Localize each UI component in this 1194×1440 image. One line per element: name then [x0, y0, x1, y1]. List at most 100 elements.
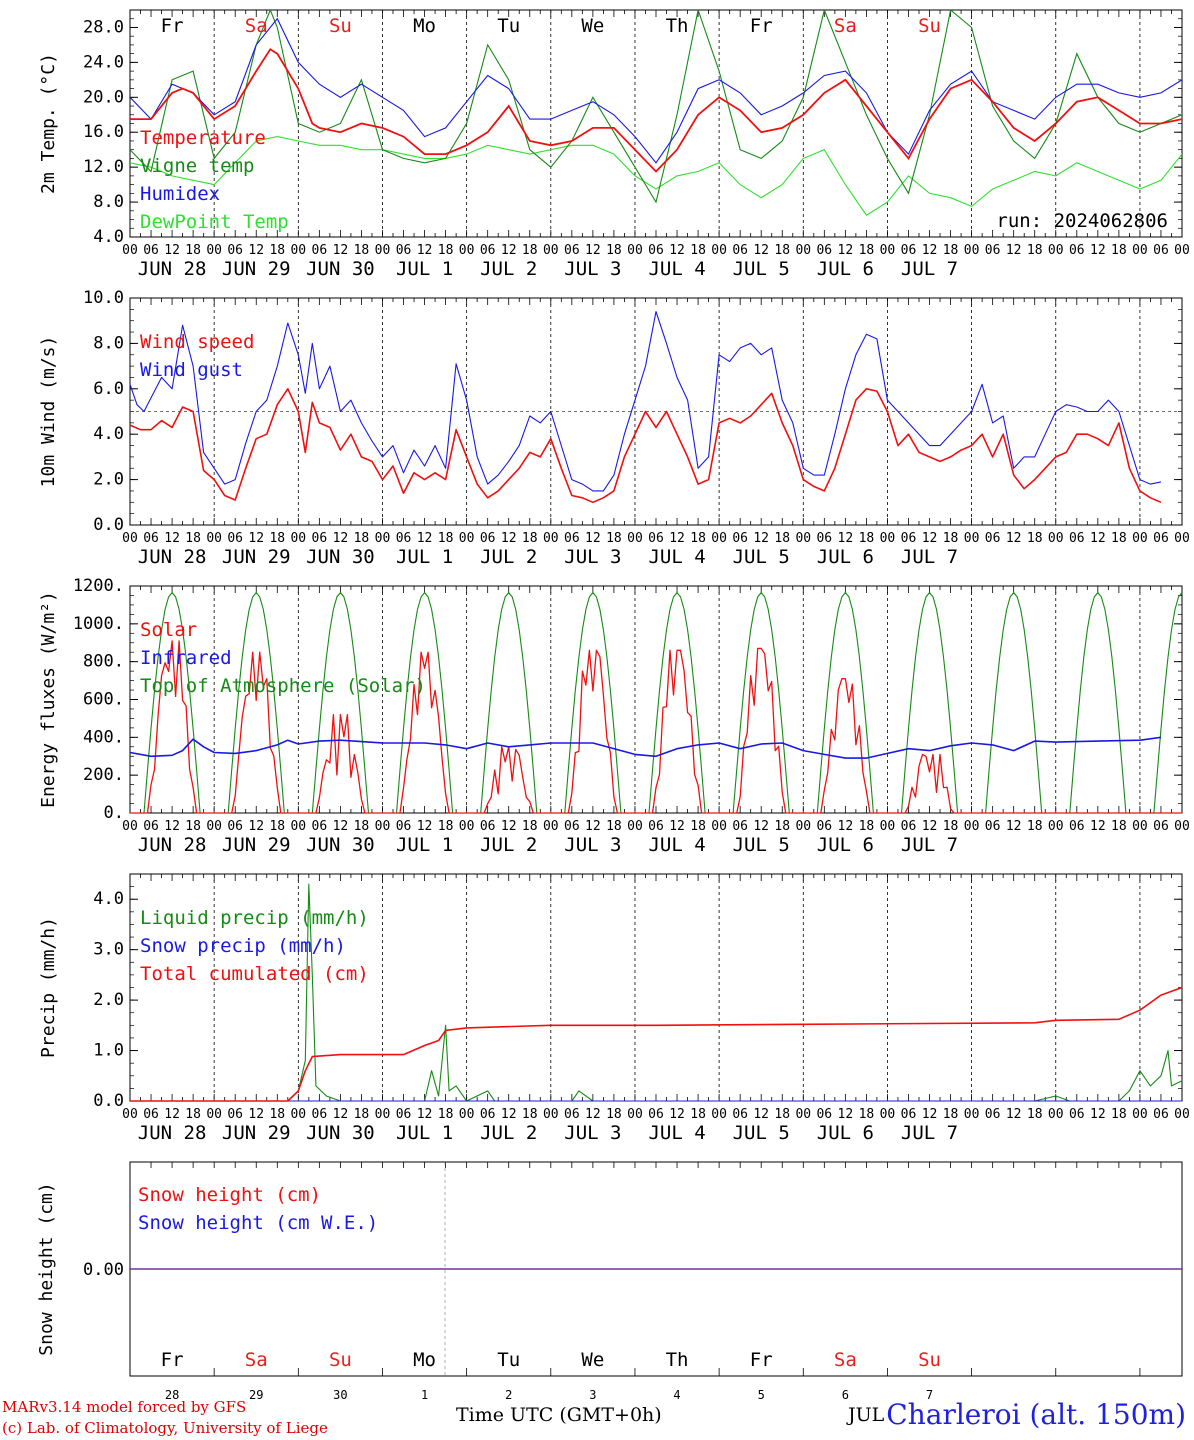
day-number-label: 30: [333, 1388, 347, 1402]
hour-tick-label: 00: [964, 1107, 980, 1122]
hour-tick-label: 12: [1090, 819, 1106, 834]
hour-tick-label: 06: [1069, 531, 1085, 546]
hour-tick-label: 12: [669, 243, 685, 258]
hour-tick-label: 12: [585, 819, 601, 834]
weekday-label-top: Mo: [413, 15, 436, 37]
hour-tick-label: 00: [1048, 243, 1064, 258]
legend-snow-height-cm-w-e-: Snow height (cm W.E.): [138, 1212, 378, 1234]
hour-tick-label: 00: [880, 819, 896, 834]
hour-tick-label: 06: [901, 1107, 917, 1122]
y-tick-label: 1200.: [73, 576, 124, 596]
date-label: JUL 7: [901, 1122, 958, 1144]
legend-solar: Solar: [140, 619, 197, 641]
legend-total-cumulated-cm-: Total cumulated (cm): [140, 963, 369, 985]
hour-tick-label: 06: [143, 531, 159, 546]
hour-tick-label: 06: [396, 243, 412, 258]
hour-tick-label: 18: [269, 243, 285, 258]
month-label: JUL: [848, 1404, 885, 1426]
date-label: JUL 5: [733, 258, 790, 280]
y-tick-label: 24.0: [83, 52, 124, 72]
date-label: JUN 30: [306, 546, 375, 568]
legend-vigne-temp: Vigne temp: [140, 155, 254, 177]
hour-tick-label: 06: [564, 531, 580, 546]
hour-tick-label: 06: [480, 1107, 496, 1122]
hour-tick-label: 06: [985, 531, 1001, 546]
hour-tick-label: 00: [1174, 531, 1190, 546]
date-label: JUL 4: [648, 1122, 705, 1144]
y-tick-label: 0.0: [93, 1091, 124, 1111]
hour-tick-label: 12: [164, 243, 180, 258]
hour-tick-label: 00: [880, 243, 896, 258]
series-line-wind-gust: [129, 311, 1162, 492]
weekday-label-bottom: Sa: [245, 1349, 268, 1371]
hour-tick-label: 00: [711, 819, 727, 834]
date-label: JUL 2: [480, 1122, 537, 1144]
hour-tick-label: 18: [438, 1107, 454, 1122]
hour-tick-label: 00: [375, 243, 391, 258]
y-tick-label: 1.0: [93, 1041, 124, 1061]
hour-tick-label: 06: [648, 243, 664, 258]
hour-tick-label: 12: [248, 531, 264, 546]
legend-liquid-precip-mm-h-: Liquid precip (mm/h): [140, 907, 369, 929]
hour-tick-label: 18: [606, 531, 622, 546]
hour-tick-label: 00: [206, 531, 222, 546]
hour-tick-label: 12: [1006, 1107, 1022, 1122]
date-label: JUN 28: [138, 258, 207, 280]
date-label: JUN 30: [306, 258, 375, 280]
hour-tick-label: 12: [669, 531, 685, 546]
hour-tick-label: 00: [627, 819, 643, 834]
hour-tick-label: 18: [354, 531, 370, 546]
y-tick-label: 1000.: [73, 614, 124, 634]
day-number-label: 3: [589, 1388, 596, 1402]
day-number-label: 28: [165, 1388, 179, 1402]
y-axis-label-1: 2m Temp. (°C): [38, 53, 59, 194]
weekday-label-top: Su: [329, 15, 352, 37]
hour-tick-label: 06: [985, 819, 1001, 834]
hour-tick-label: 00: [795, 819, 811, 834]
hour-tick-label: 00: [964, 531, 980, 546]
date-label: JUL 3: [564, 258, 621, 280]
y-tick-label: 200.: [83, 765, 124, 785]
hour-tick-label: 12: [248, 243, 264, 258]
date-label: JUL 5: [733, 1122, 790, 1144]
hour-tick-label: 06: [1069, 819, 1085, 834]
hour-tick-label: 18: [1111, 531, 1127, 546]
hour-tick-label: 00: [1132, 819, 1148, 834]
hour-tick-label: 00: [711, 243, 727, 258]
y-tick-label: 4.0: [93, 424, 124, 444]
legend-snow-height-cm-: Snow height (cm): [138, 1184, 321, 1206]
date-label: JUL 6: [817, 834, 874, 856]
y-tick-label: 28.0: [83, 17, 124, 37]
series-line-liquid-precip: [130, 883, 1183, 1102]
hour-tick-label: 00: [627, 243, 643, 258]
hour-tick-label: 18: [606, 243, 622, 258]
hour-tick-label: 18: [690, 243, 706, 258]
hour-tick-label: 06: [732, 531, 748, 546]
hour-tick-label: 00: [543, 243, 559, 258]
y-tick-label: 8.0: [93, 333, 124, 353]
hour-tick-label: 12: [753, 243, 769, 258]
date-label: JUL 4: [648, 546, 705, 568]
y-tick-label: 600.: [83, 690, 124, 710]
series-line-humidex: [130, 17, 1182, 164]
hour-tick-label: 12: [838, 243, 854, 258]
hour-tick-label: 12: [417, 243, 433, 258]
hour-tick-label: 18: [859, 531, 875, 546]
y-tick-label: 12.0: [83, 157, 124, 177]
hour-tick-label: 00: [375, 819, 391, 834]
hour-tick-label: 00: [290, 531, 306, 546]
weekday-label-bottom: Su: [918, 1349, 941, 1371]
hour-tick-label: 06: [227, 1107, 243, 1122]
y-tick-label: 2.0: [93, 470, 124, 490]
date-label: JUL 7: [901, 546, 958, 568]
hour-tick-label: 18: [269, 531, 285, 546]
hour-tick-label: 18: [185, 531, 201, 546]
hour-tick-label: 12: [417, 1107, 433, 1122]
y-tick-label: 4.0: [93, 889, 124, 909]
hour-tick-label: 18: [606, 819, 622, 834]
hour-tick-label: 18: [943, 819, 959, 834]
series-line-infrared: [129, 736, 1162, 759]
hour-tick-label: 12: [1090, 531, 1106, 546]
hour-tick-label: 06: [901, 243, 917, 258]
hour-tick-label: 18: [438, 243, 454, 258]
